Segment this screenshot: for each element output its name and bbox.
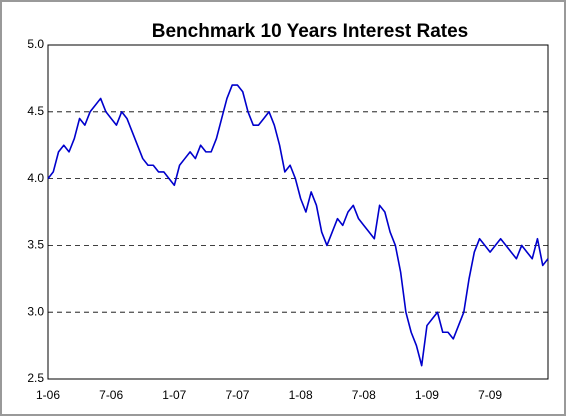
x-tick-label: 1-09 [415, 388, 439, 402]
x-tick-label: 7-09 [478, 388, 502, 402]
y-tick-label: 3.5 [27, 238, 44, 252]
x-tick-label: 7-08 [352, 388, 376, 402]
y-tick-label: 4.0 [27, 171, 44, 185]
x-tick-label: 1-06 [36, 388, 60, 402]
chart-title: Benchmark 10 Years Interest Rates [152, 21, 469, 42]
y-tick-label: 2.5 [27, 371, 44, 385]
plot-frame [47, 44, 549, 380]
y-tick-label: 4.5 [27, 104, 44, 118]
y-tick-label: 5.0 [27, 37, 44, 51]
line [47, 84, 549, 367]
x-tick-label: 1-08 [289, 388, 313, 402]
y-tick-label: 3.0 [27, 304, 44, 318]
x-tick-label: 7-06 [99, 388, 123, 402]
x-tick-label: 7-07 [225, 388, 249, 402]
x-tick-label: 1-07 [162, 388, 186, 402]
